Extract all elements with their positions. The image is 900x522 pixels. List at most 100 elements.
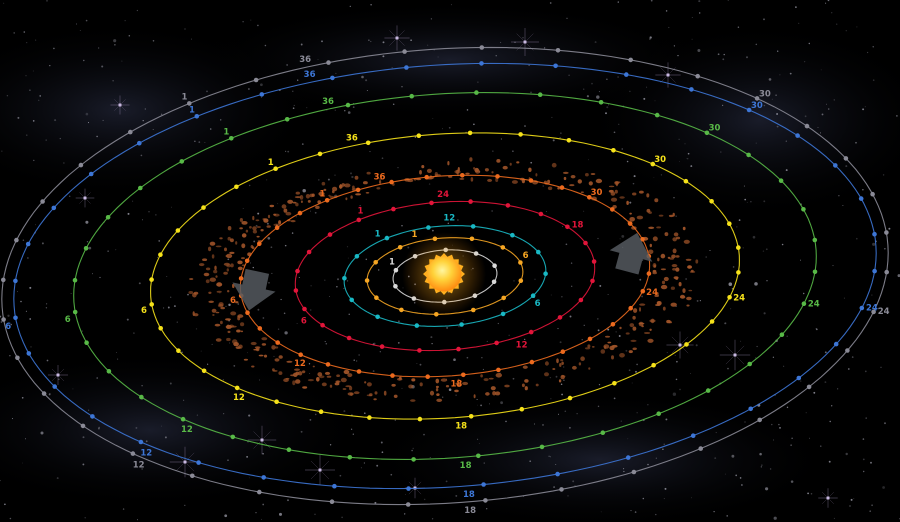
orbit-position-dot xyxy=(746,107,752,113)
orbit-label: 1 xyxy=(189,106,195,116)
orbit-position-dot xyxy=(801,301,807,307)
orbit-position-dot xyxy=(628,305,633,311)
orbit-position-dot xyxy=(690,433,696,439)
asteroid xyxy=(457,167,460,172)
star xyxy=(209,128,212,130)
orbit-position-dot xyxy=(244,258,250,264)
star xyxy=(374,501,377,504)
orbit-position-dot xyxy=(812,269,818,275)
asteroid xyxy=(383,390,387,396)
orbit-position-dot xyxy=(137,140,142,146)
orbit-label: 36 xyxy=(374,172,386,182)
orbit-9 xyxy=(1,45,889,507)
star xyxy=(872,46,874,48)
orbit-position-dot xyxy=(501,295,507,301)
star xyxy=(633,175,636,178)
star xyxy=(528,64,530,67)
orbit-label: 12 xyxy=(516,340,528,350)
star xyxy=(7,314,10,317)
star xyxy=(731,454,735,458)
star xyxy=(32,120,35,122)
star xyxy=(478,443,480,444)
star xyxy=(223,413,225,415)
asteroid xyxy=(347,373,353,378)
star xyxy=(228,342,231,344)
orbit-position-dot xyxy=(598,100,604,105)
star xyxy=(687,152,690,155)
asteroid xyxy=(660,268,667,271)
star xyxy=(53,47,55,50)
asteroid xyxy=(429,390,435,396)
orbit-position-dot xyxy=(425,374,431,380)
orbit-position-dot xyxy=(884,230,889,235)
asteroid xyxy=(295,371,300,376)
star xyxy=(668,26,670,29)
star xyxy=(431,518,434,520)
asteroid xyxy=(366,171,371,175)
star xyxy=(709,249,711,252)
orbit-8 xyxy=(13,61,877,491)
star xyxy=(167,306,170,309)
asteroid xyxy=(556,358,559,364)
asteroid xyxy=(632,315,636,320)
orbit-position-dot xyxy=(201,368,207,374)
asteroid xyxy=(214,265,217,271)
asteroid xyxy=(227,236,231,241)
star xyxy=(225,305,227,307)
star xyxy=(691,16,693,19)
star xyxy=(606,106,609,109)
star xyxy=(314,413,317,416)
asteroid xyxy=(419,382,423,387)
orbit-position-dot xyxy=(15,355,20,361)
orbit-position-dot xyxy=(149,277,154,282)
star xyxy=(432,229,434,232)
star xyxy=(557,328,559,330)
orbit-position-dot xyxy=(139,394,144,400)
star xyxy=(660,174,663,176)
star xyxy=(447,222,450,225)
star xyxy=(23,31,26,33)
asteroid xyxy=(323,188,327,191)
star xyxy=(82,436,85,439)
star xyxy=(85,220,89,224)
asteroid xyxy=(251,365,255,368)
orbit-position-dot xyxy=(25,241,31,247)
star xyxy=(752,235,756,239)
asteroid xyxy=(469,157,473,162)
star xyxy=(404,513,406,515)
star xyxy=(486,340,488,342)
star xyxy=(829,420,831,423)
orbit-path xyxy=(294,200,596,352)
star xyxy=(761,464,763,466)
star xyxy=(264,44,267,47)
orbit-position-dot xyxy=(858,196,864,201)
star xyxy=(864,370,867,373)
star xyxy=(462,319,465,322)
asteroid xyxy=(496,159,501,163)
star xyxy=(598,91,600,93)
star xyxy=(755,357,757,359)
star xyxy=(124,20,126,22)
orbit-position-dot xyxy=(684,342,689,347)
star xyxy=(233,365,236,367)
star xyxy=(897,274,900,278)
star xyxy=(872,79,875,81)
asteroid xyxy=(340,377,347,383)
star xyxy=(534,278,536,281)
orbit-position-dot xyxy=(329,499,335,505)
asteroid xyxy=(285,377,290,380)
asteroid xyxy=(524,386,528,391)
orbit-position-dot xyxy=(72,277,78,283)
asteroid xyxy=(292,380,296,386)
star xyxy=(625,349,628,352)
asteroid xyxy=(205,279,210,284)
asteroid xyxy=(224,247,227,252)
star xyxy=(568,426,571,429)
flare-star xyxy=(47,364,69,386)
star xyxy=(113,39,117,43)
star xyxy=(296,322,298,324)
star xyxy=(799,380,802,382)
asteroid xyxy=(285,211,292,216)
asteroid xyxy=(436,393,440,396)
asteroid xyxy=(245,229,249,233)
